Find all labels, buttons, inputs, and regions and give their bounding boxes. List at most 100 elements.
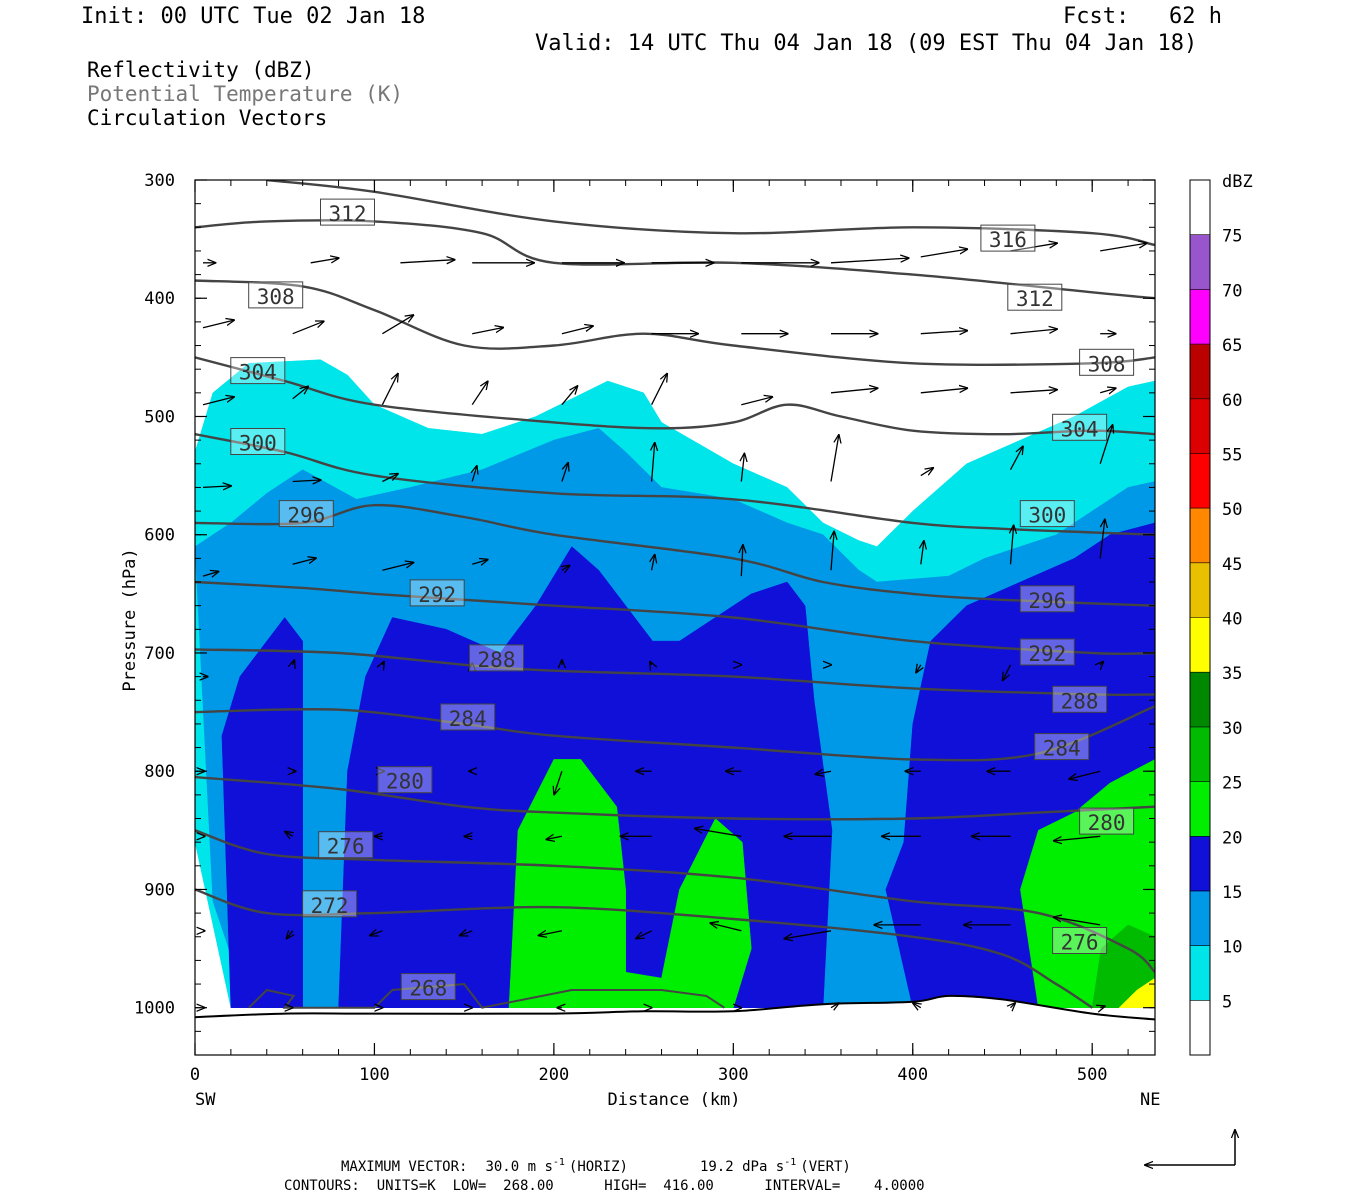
forecast-hour: Fcst: 62 h xyxy=(1063,4,1222,29)
contour-label-text: 268 xyxy=(409,977,447,1001)
theta-contour-316 xyxy=(266,180,1155,247)
contour-label-text: 284 xyxy=(1043,737,1081,761)
contour-label-text: 284 xyxy=(449,707,487,731)
y-tick-label-500: 500 xyxy=(144,407,175,427)
colorbar-label-40: 40 xyxy=(1222,610,1242,630)
circulation-vector-13 xyxy=(382,315,413,335)
colorbar-swatch-2 xyxy=(1190,890,1210,946)
ground-surface-line xyxy=(195,994,1155,1021)
init-time: Init: 00 UTC Tue 02 Jan 18 xyxy=(81,4,426,29)
contour-label-296-11: 296 xyxy=(1019,585,1075,613)
circulation-vector-52 xyxy=(921,541,924,565)
circulation-vector-41 xyxy=(920,468,933,477)
colorbar-label-60: 60 xyxy=(1222,391,1242,411)
colorbar-label-35: 35 xyxy=(1222,664,1242,684)
contour-label-text: 312 xyxy=(329,202,367,226)
contour-label-300-6: 300 xyxy=(230,428,286,456)
colorbar-swatch-7 xyxy=(1190,617,1210,673)
colorbar-label-15: 15 xyxy=(1222,883,1242,903)
circulation-vector-25 xyxy=(471,381,488,406)
circulation-vector-81 xyxy=(546,836,563,839)
circulation-vector-32 xyxy=(1100,388,1116,393)
x-tick-label-300: 300 xyxy=(718,1065,749,1085)
y-axis-label: Pressure (hPa) xyxy=(120,548,140,691)
circulation-vector-43 xyxy=(1099,425,1112,464)
contour-label-text: 296 xyxy=(287,504,325,528)
colorbar-label-75: 75 xyxy=(1222,227,1242,247)
colorbar-label-55: 55 xyxy=(1222,445,1242,465)
circulation-vector-46 xyxy=(382,563,413,571)
circulation-vector-87 xyxy=(1054,835,1101,841)
circulation-vector-53 xyxy=(1011,526,1014,565)
y-tick-label-300: 300 xyxy=(144,171,175,191)
contour-label-284-14: 284 xyxy=(440,703,496,731)
colorbar-label-50: 50 xyxy=(1222,500,1242,520)
circulation-vector-50 xyxy=(741,545,743,577)
circulation-vector-31 xyxy=(1010,390,1058,393)
circulation-vector-37 xyxy=(561,463,568,482)
contour-label-text: 308 xyxy=(1088,352,1126,376)
colorbar-label-30: 30 xyxy=(1222,719,1242,739)
circulation-vector-65 xyxy=(1100,662,1103,665)
contour-label-304-7: 304 xyxy=(1052,413,1108,441)
theta-contour-304 xyxy=(195,356,1155,436)
colorbar-swatch-10 xyxy=(1190,453,1210,509)
circulation-vector-7 xyxy=(830,258,909,264)
circulation-vector-10 xyxy=(1100,243,1147,252)
contour-label-text: 296 xyxy=(1028,589,1066,613)
circulation-vector-20 xyxy=(1010,329,1058,335)
circulation-vector-98 xyxy=(1054,917,1101,926)
theta-contour-300 xyxy=(195,433,1155,536)
circulation-vector-107 xyxy=(913,1003,921,1008)
circulation-vector-15 xyxy=(561,326,593,335)
contour-label-308-2: 308 xyxy=(248,281,304,309)
theta-contour-292 xyxy=(195,580,1155,656)
circulation-vector-23 xyxy=(292,386,309,400)
contour-label-288-12: 288 xyxy=(469,644,524,672)
colorbar-swatch-8 xyxy=(1190,562,1210,618)
contour-label-text: 292 xyxy=(418,583,456,607)
circulation-vector-39 xyxy=(741,454,744,482)
contour-label-268-22: 268 xyxy=(400,973,456,1001)
circulation-vector-36 xyxy=(472,466,477,482)
reference-vector-arrows xyxy=(1145,1130,1235,1165)
contour-label-276-21: 276 xyxy=(1052,927,1108,955)
circulation-vector-11 xyxy=(202,320,234,329)
contour-label-text: 280 xyxy=(1088,811,1126,835)
contour-label-text: 304 xyxy=(1061,417,1099,441)
x-tick-label-0: 0 xyxy=(190,1065,200,1085)
x-tick-label-400: 400 xyxy=(897,1065,928,1085)
circulation-vector-19 xyxy=(920,331,968,334)
contour-label-280-16: 280 xyxy=(377,766,433,794)
circulation-vector-47 xyxy=(472,560,488,565)
contour-label-316-1: 316 xyxy=(980,224,1036,252)
circulation-vector-92 xyxy=(539,931,563,936)
theta-contour-272 xyxy=(195,888,1093,1009)
circulation-vector-49 xyxy=(652,555,655,571)
contour-label-312-3: 312 xyxy=(1007,283,1063,311)
circulation-vector-2 xyxy=(400,260,454,263)
colorbar-swatch-6 xyxy=(1190,672,1210,728)
circulation-vector-83 xyxy=(695,829,742,837)
colorbar-label-20: 20 xyxy=(1222,828,1242,848)
circulation-vector-78 xyxy=(285,832,293,837)
valid-time: Valid: 14 UTC Thu 04 Jan 18 (09 EST Thu … xyxy=(535,31,1198,56)
circulation-vector-56 xyxy=(293,660,295,665)
ne-label: NE xyxy=(1140,1090,1160,1110)
circulation-vector-26 xyxy=(561,386,578,406)
colorbar-swatch-13 xyxy=(1190,289,1210,345)
circulation-vector-63 xyxy=(916,665,921,673)
circulation-vector-33 xyxy=(202,486,231,488)
colorbar-label-10: 10 xyxy=(1222,938,1242,958)
reflectivity-region-20dbz-5 xyxy=(508,759,752,1008)
theta-contour-280 xyxy=(195,775,1155,821)
footer-contours-info: CONTOURS: UNITS=K LOW= 268.00 HIGH= 416.… xyxy=(284,1178,925,1194)
circulation-vector-90 xyxy=(370,931,383,936)
circulation-vector-60 xyxy=(650,662,652,665)
circulation-vector-73 xyxy=(816,771,832,774)
legend-circulation-vectors: Circulation Vectors xyxy=(87,106,328,130)
colorbar-label-25: 25 xyxy=(1222,774,1242,794)
theta-contour-308 xyxy=(195,279,1155,367)
colorbar-swatch-12 xyxy=(1190,344,1210,400)
